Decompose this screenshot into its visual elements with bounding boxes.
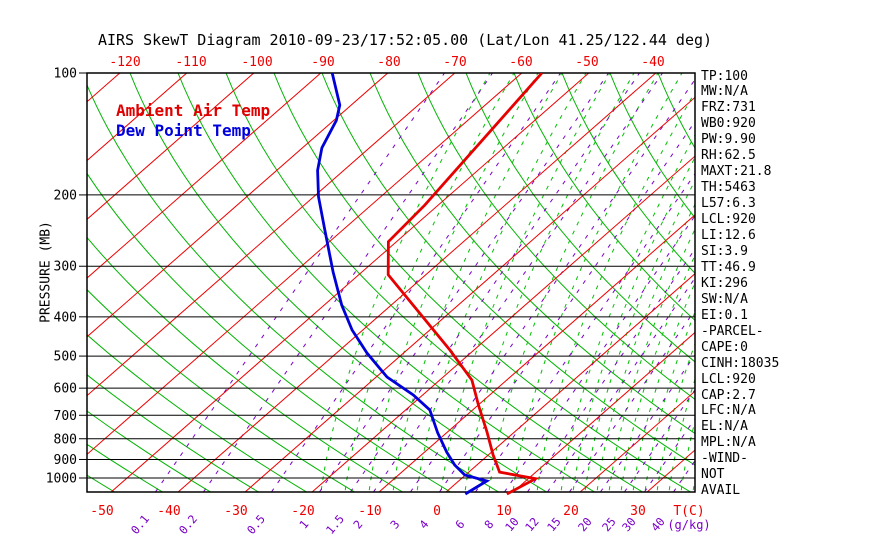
mixing-ratio-label: 25 [599,515,619,535]
mixing-ratio-label: 8 [481,517,496,531]
pressure-tick-label: 400 [54,310,77,325]
stat-item: SI:3.9 [701,243,748,259]
chart-title: AIRS SkewT Diagram 2010-09-23/17:52:05.0… [97,31,713,49]
top-temp-label: -100 [241,55,272,70]
pressure-tick-label: 700 [54,409,77,424]
stat-item: PW:9.90 [701,132,756,148]
mixing-unit-label: (g/kg) [667,518,710,532]
stat-item: RH:62.5 [701,148,756,164]
bottom-temp-label: -30 [224,504,247,519]
stat-item: EL:N/A [701,419,748,435]
pressure-tick-label: 600 [54,382,77,397]
top-temp-label: -50 [575,55,598,70]
legend-dew-point-temp: Dew Point Temp [116,121,251,140]
stat-item: MAXT:21.8 [701,164,772,180]
stat-item: LI:12.6 [701,228,756,243]
mixing-ratio-label: 12 [522,515,542,535]
stat-item: TH:5463 [701,180,756,196]
stat-item: FRZ:731 [701,100,756,116]
ambient-air-temp-curve [386,73,543,496]
bottom-temp-label: 0 [433,504,441,519]
stat-item: NOT [701,467,725,483]
pressure-tick-label: 500 [54,350,77,365]
stat-item: EI:0.1 [701,307,748,323]
stat-item: CAP:2.7 [701,387,756,403]
bottom-temp-label: -50 [90,504,113,519]
stat-item: MW:N/A [701,84,748,100]
mixing-ratio-label: 15 [544,515,564,535]
pressure-tick-label: 1000 [46,472,77,487]
mixing-ratio-label: 40 [648,515,668,535]
mixing-ratio-label: 2 [350,517,365,531]
stat-item: TP:100 [701,68,748,84]
top-temp-label: -110 [175,55,206,70]
isotherm-grid [87,73,695,492]
stat-item: TT:46.9 [701,259,756,275]
pressure-grid [79,72,695,479]
pressure-tick-label: 900 [54,453,77,468]
stat-item: MPL:N/A [701,435,756,451]
top-temp-label: -60 [509,55,532,70]
top-temp-label: -90 [311,55,334,70]
stat-item: WB0:920 [701,116,756,132]
stat-item: LCL:920 [701,371,756,387]
bottom-temp-label: 20 [563,504,579,519]
stat-item: LFC:N/A [701,403,756,419]
temp-unit-label: T(C) [673,504,704,519]
dry-adiabat-grid [87,73,695,492]
plot-border [86,72,696,493]
mixing-ratio-label: 1 [296,517,311,531]
legend-ambient-air-temp: Ambient Air Temp [116,101,271,120]
top-temp-label: -80 [377,55,400,70]
top-temp-label: -40 [641,55,664,70]
pressure-axis-label: PRESSURE (MB) [38,221,54,323]
mixing-ratio-label: 0.1 [128,512,152,537]
mixing-ratio-label: 1.5 [323,512,347,537]
bottom-temp-label: -40 [157,504,180,519]
stat-item: -PARCEL- [701,323,764,339]
pressure-tick-label: 300 [54,260,77,275]
stat-item: CINH:18035 [701,355,780,371]
mixing-ratio-label: 3 [387,517,402,531]
bottom-temp-label: 10 [496,504,512,519]
stat-item: KI:296 [701,275,748,291]
top-temp-label: -120 [109,55,140,70]
mixing-ratio-label: 6 [452,517,467,531]
pressure-tick-label: 800 [54,432,77,447]
moist-adiabat-grid [320,73,695,492]
mixing-ratio-label: 4 [416,517,431,531]
pressure-tick-label: 200 [54,188,77,203]
pressure-tick-label: 100 [54,67,77,82]
stat-item: -WIND- [701,451,748,467]
bottom-temp-label: 30 [630,504,646,519]
stat-item: CAPE:0 [701,339,748,355]
dew-point-temp-curve [316,73,491,496]
stat-item: L57:6.3 [701,196,756,212]
stat-item: LCL:920 [701,212,756,228]
bottom-temp-label: -10 [358,504,381,519]
stat-item: AVAIL [701,483,741,499]
mixing-ratio-grid [155,73,695,492]
stat-item: SW:N/A [701,291,748,307]
top-temp-label: -70 [443,55,466,70]
bottom-temp-label: -20 [291,504,314,519]
